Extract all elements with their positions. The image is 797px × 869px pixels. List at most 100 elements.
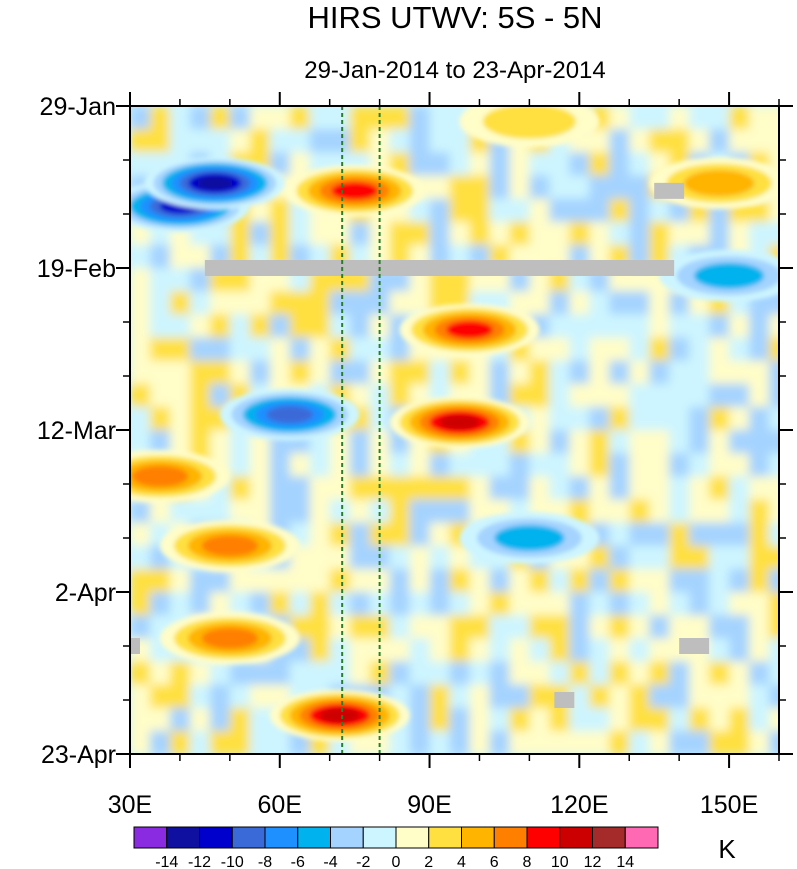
field-cell	[409, 476, 431, 501]
field-cell	[509, 383, 531, 408]
field-cell	[629, 175, 651, 200]
field-cell	[769, 638, 779, 663]
field-cell	[689, 337, 711, 362]
field-cell	[709, 545, 731, 570]
field-cell	[130, 522, 151, 547]
field-cell	[429, 106, 451, 131]
field-cell	[769, 568, 779, 593]
field-cell	[329, 106, 351, 131]
field-cell	[369, 337, 391, 362]
field-cell	[589, 615, 611, 640]
field-cell	[369, 406, 391, 431]
missing-data-bar	[554, 692, 575, 708]
field-cell	[229, 730, 251, 754]
field-cell	[609, 684, 631, 709]
field-cell	[609, 106, 631, 131]
field-cell	[709, 476, 731, 501]
field-cell	[709, 314, 731, 339]
field-cell	[130, 430, 151, 455]
field-cell	[609, 707, 631, 732]
field-cell	[569, 430, 591, 455]
field-cell	[329, 360, 351, 385]
field-cell	[249, 106, 271, 131]
field-cell	[329, 476, 351, 501]
field-cell	[329, 430, 351, 455]
field-cell	[589, 661, 611, 686]
field-cell	[689, 476, 711, 501]
field-cell	[629, 337, 651, 362]
field-cell	[649, 592, 671, 617]
field-cell	[469, 638, 491, 663]
field-cell	[469, 592, 491, 617]
field-cell	[189, 730, 211, 754]
field-cell	[130, 383, 151, 408]
field-cell	[589, 568, 611, 593]
field-cell	[669, 707, 691, 732]
field-cell	[669, 221, 691, 246]
field-cell	[769, 198, 779, 223]
field-cell	[549, 175, 571, 200]
field-cell	[529, 453, 551, 478]
field-cell	[569, 175, 591, 200]
field-cell	[549, 152, 571, 177]
field-cell	[409, 499, 431, 524]
field-cell	[169, 406, 191, 431]
field-cell	[309, 291, 331, 316]
field-cell	[169, 430, 191, 455]
field-cell	[569, 707, 591, 732]
colorbar-tick-label: -4	[323, 854, 337, 869]
field-cell	[449, 730, 471, 754]
field-cell	[449, 152, 471, 177]
field-cell	[469, 476, 491, 501]
anomaly-contour	[446, 321, 493, 339]
field-cell	[489, 198, 511, 223]
field-cell	[209, 730, 231, 754]
field-cell	[649, 360, 671, 385]
field-cell	[189, 684, 211, 709]
field-cell	[249, 730, 271, 754]
field-cell	[409, 707, 431, 732]
field-cell	[689, 314, 711, 339]
field-cell	[569, 314, 591, 339]
field-cell	[549, 615, 571, 640]
field-cell	[749, 615, 771, 640]
field-cell	[209, 568, 231, 593]
field-cell	[569, 406, 591, 431]
field-cell	[669, 615, 691, 640]
field-cell	[269, 499, 291, 524]
field-cell	[609, 129, 631, 154]
field-cell	[669, 568, 691, 593]
field-cell	[729, 476, 751, 501]
field-cell	[429, 661, 451, 686]
field-cell	[149, 568, 171, 593]
field-cell	[589, 499, 611, 524]
field-cell	[229, 661, 251, 686]
field-cell	[669, 337, 691, 362]
field-cell	[189, 106, 211, 131]
field-cell	[589, 476, 611, 501]
field-cell	[509, 152, 531, 177]
field-cell	[709, 499, 731, 524]
field-cell	[449, 198, 471, 223]
field-cell	[729, 661, 751, 686]
field-cell	[169, 730, 191, 754]
field-cell	[389, 730, 411, 754]
colorbar-tick-label: 10	[551, 854, 569, 869]
field-cell	[349, 291, 371, 316]
colorbar-tick-label: -6	[291, 854, 305, 869]
colorbar-swatch	[231, 826, 266, 849]
field-cell	[289, 129, 311, 154]
field-cell	[509, 221, 531, 246]
field-cell	[389, 453, 411, 478]
field-cell	[469, 615, 491, 640]
field-cell	[249, 291, 271, 316]
field-cell	[369, 106, 391, 131]
field-cell	[449, 545, 471, 570]
field-cell	[609, 476, 631, 501]
field-cell	[649, 406, 671, 431]
field-cell	[549, 568, 571, 593]
field-cell	[149, 291, 171, 316]
colorbar-swatch	[166, 826, 200, 849]
field-cell	[209, 383, 231, 408]
field-cell	[489, 453, 511, 478]
